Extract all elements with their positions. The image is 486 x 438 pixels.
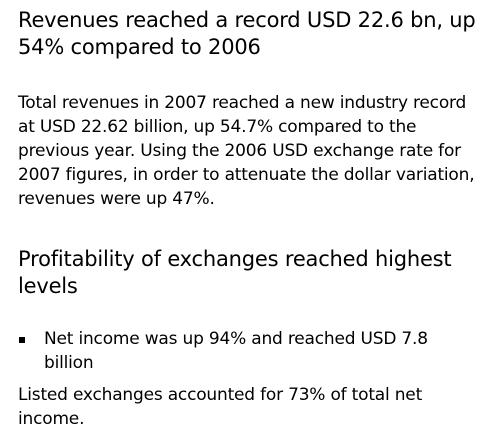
bullet-line: Net income was up 94% and reached USD 7.… — [44, 329, 428, 349]
paragraph-line: at USD 22.62 billion, up 54.7% compared … — [18, 117, 417, 137]
paragraph-line: Total revenues in 2007 reached a new ind… — [18, 93, 467, 113]
section-heading-profitability: Profitability of exchanges reached highe… — [18, 246, 452, 300]
section-heading-revenues: Revenues reached a record USD 22.6 bn, u… — [18, 7, 476, 61]
paragraph-line: previous year. Using the 2006 USD exchan… — [18, 141, 461, 161]
list-item: Net income was up 94% and reached USD 7.… — [18, 327, 428, 375]
heading-line: Profitability of exchanges reached highe… — [18, 247, 452, 271]
paragraph-line: income. — [18, 409, 85, 429]
square-bullet-icon — [19, 337, 25, 343]
net-income-paragraph: Listed exchanges accounted for 73% of to… — [18, 383, 422, 431]
heading-line: levels — [18, 274, 78, 298]
revenues-paragraph: Total revenues in 2007 reached a new ind… — [18, 91, 475, 211]
heading-line: Revenues reached a record USD 22.6 bn, u… — [18, 8, 476, 32]
heading-line: 54% compared to 2006 — [18, 35, 261, 59]
bullet-line: billion — [44, 353, 94, 373]
bullet-list: Net income was up 94% and reached USD 7.… — [18, 327, 428, 375]
paragraph-line: Listed exchanges accounted for 73% of to… — [18, 385, 423, 405]
paragraph-line: revenues were up 47%. — [18, 189, 215, 209]
paragraph-line: 2007 figures, in order to attenuate the … — [18, 165, 475, 185]
